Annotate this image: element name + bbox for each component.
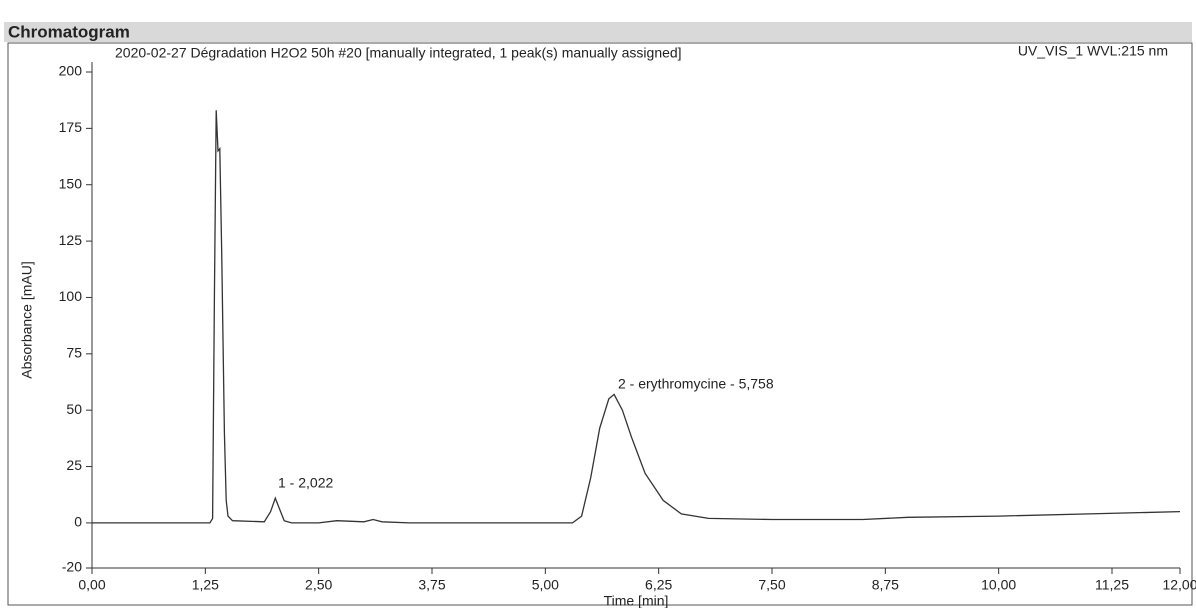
x-tick-label: 3,75 (418, 577, 445, 593)
x-tick-label: 10,00 (981, 577, 1016, 593)
trace (92, 110, 1181, 524)
annotation: 2 - erythromycine - 5,758 (618, 376, 774, 392)
x-tick-label: 7,50 (758, 577, 785, 593)
x-axis-label: Time [min] (604, 593, 669, 608)
y-tick-label: 200 (59, 63, 83, 79)
frame (7, 42, 1193, 606)
x-tick-label: 8,75 (872, 577, 899, 593)
x-tick-label: 11,25 (1095, 577, 1129, 593)
y-tick-label: 25 (66, 457, 82, 473)
x-tick-label: 1,25 (192, 577, 219, 593)
x-tick-label: 2,50 (305, 577, 332, 593)
y-tick-label: 125 (59, 232, 83, 248)
header-title: Chromatogram (8, 22, 130, 41)
chart-title: 2020-02-27 Dégradation H2O2 50h #20 [man… (115, 45, 682, 61)
y-axis-label: Absorbance [mAU] (19, 261, 35, 379)
y-tick-label: 175 (59, 119, 83, 135)
y-tick-label: 150 (59, 175, 83, 191)
y-tick-label: 50 (66, 401, 82, 417)
x-tick-label: 6,25 (645, 577, 672, 593)
x-tick-label: 0,00 (78, 577, 105, 593)
y-tick-label: 100 (59, 288, 83, 304)
y-tick-label: 0 (74, 514, 82, 530)
x-tick-label: 5,00 (532, 577, 559, 593)
annotation: 1 - 2,022 (278, 475, 333, 491)
chart-subtitle: UV_VIS_1 WVL:215 nm (1018, 43, 1168, 59)
y-tick-label: -20 (62, 559, 82, 575)
y-tick-label: 75 (66, 345, 82, 361)
x-tick-label: 12,00 (1162, 577, 1196, 593)
header-bar (4, 22, 1192, 42)
